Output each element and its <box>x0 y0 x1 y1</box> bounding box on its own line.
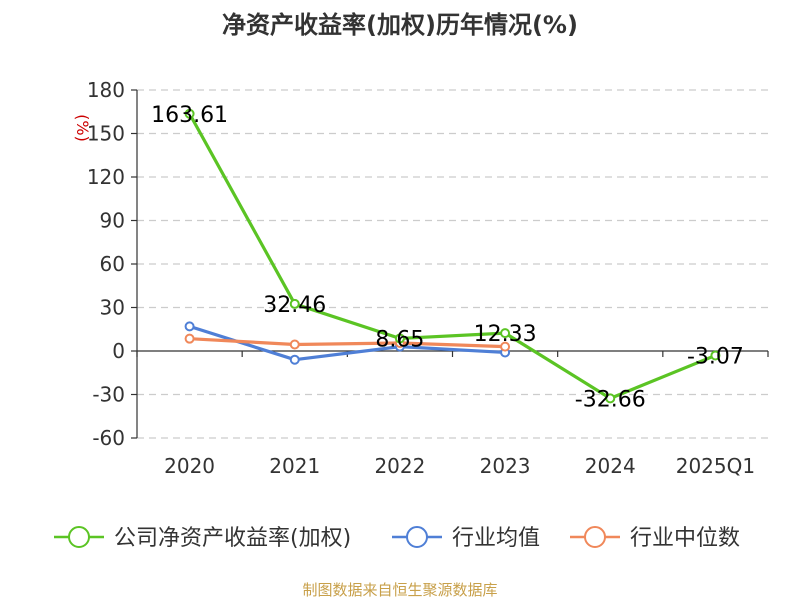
data-point <box>289 339 300 350</box>
data-label: 12.33 <box>474 322 537 347</box>
axes: 180 150 120 90 60 30 0 -30 -60 2020 2021 2022 2023 20… <box>87 78 769 478</box>
y-tick-label: 150 <box>87 122 125 146</box>
legend-marker <box>584 526 606 548</box>
y-tick-label: 180 <box>87 78 125 102</box>
y-tick-label: -30 <box>92 383 125 407</box>
x-tick-label: 2020 <box>164 454 215 478</box>
y-tick-label: 120 <box>87 165 125 189</box>
y-tick-label: 30 <box>100 296 125 320</box>
legend: 公司净资产收益率(加权) 行业均值 行业中位数 <box>54 526 740 551</box>
data-label: -3.07 <box>687 344 744 369</box>
data-point <box>710 350 721 361</box>
series-line <box>188 112 717 400</box>
y-tick-label: 90 <box>100 209 125 233</box>
y-tick-label: 60 <box>100 252 125 276</box>
legend-marker <box>406 526 428 548</box>
data-label: 32.46 <box>263 293 326 318</box>
data-labels: 163.61 32.46 8.65 12.33 -32.66 -3.07 <box>151 103 744 413</box>
data-point <box>500 341 511 352</box>
data-point <box>184 321 195 332</box>
legend-label: 公司净资产收益率(加权) <box>114 526 351 551</box>
data-point <box>500 328 511 339</box>
data-point <box>184 333 195 344</box>
data-label: 163.61 <box>151 103 228 128</box>
data-label: -32.66 <box>575 387 646 412</box>
data-point <box>289 354 300 365</box>
data-point <box>289 298 300 309</box>
x-tick-label: 2021 <box>269 454 320 478</box>
y-tick-label: 0 <box>112 339 125 363</box>
data-label: 8.65 <box>375 327 424 352</box>
grid-lines <box>137 89 768 439</box>
legend-item: 行业中位数 <box>570 526 740 551</box>
y-tick-label: -60 <box>92 426 125 450</box>
y-axis-label: (%) <box>73 114 92 142</box>
data-point <box>184 108 195 119</box>
legend-marker <box>68 526 90 548</box>
x-tick-label: 2022 <box>374 454 425 478</box>
data-point <box>605 393 616 404</box>
legend-label: 行业中位数 <box>630 526 740 551</box>
x-tick-label: 2024 <box>585 454 636 478</box>
series-line <box>189 337 506 349</box>
legend-item: 公司净资产收益率(加权) <box>54 526 351 551</box>
source-note: 制图数据来自恒生聚源数据库 <box>302 581 497 599</box>
chart-title: 净资产收益率(加权)历年情况(%) <box>222 11 578 39</box>
data-point <box>394 333 405 344</box>
x-tick-label: 2025Q1 <box>676 454 755 478</box>
legend-item: 行业均值 <box>392 526 540 551</box>
series-lines <box>184 108 721 404</box>
legend-label: 行业均值 <box>452 526 540 551</box>
x-tick-label: 2023 <box>480 454 531 478</box>
